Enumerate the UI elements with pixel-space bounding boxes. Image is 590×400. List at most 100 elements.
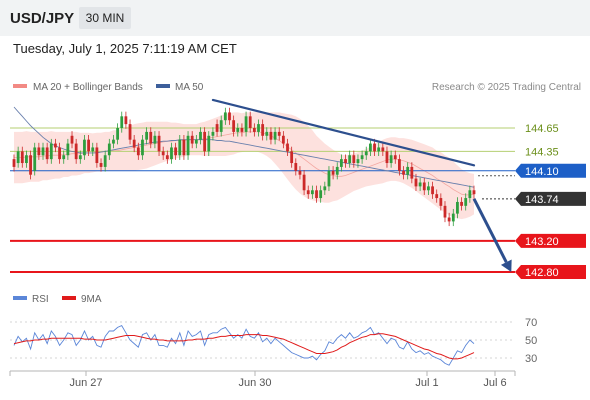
forecast-arrow-head <box>500 259 512 272</box>
ma50-line <box>13 106 475 188</box>
candle-body <box>257 124 260 132</box>
candle-body <box>393 155 397 160</box>
candle-body <box>199 131 202 140</box>
credit-text: Research © 2025 Trading Central <box>432 82 581 93</box>
rsi-tick-70: 70 <box>525 317 537 329</box>
candle-body <box>456 201 459 214</box>
candle-body <box>286 143 289 152</box>
candle-body <box>261 124 265 136</box>
level-label-box-143.20 <box>515 233 586 248</box>
candle-body <box>431 186 434 195</box>
candle-body <box>49 143 53 160</box>
candle-body <box>120 116 124 128</box>
candle-body <box>240 128 244 132</box>
candle-body <box>78 155 82 160</box>
candle-body <box>373 143 376 152</box>
candle-body <box>265 131 269 136</box>
candle-body <box>443 205 447 218</box>
candle-body <box>356 159 360 164</box>
candle-body <box>335 166 339 175</box>
candle-body <box>207 135 211 152</box>
candle-body <box>58 147 61 160</box>
ma50-legend-label: MA 50 <box>175 82 204 93</box>
candle-body <box>389 155 393 164</box>
candle-body <box>464 198 468 206</box>
rsi-tick-30: 30 <box>525 353 537 365</box>
candle-body <box>472 190 476 195</box>
candle-body <box>310 190 314 195</box>
bollinger-legend-swatch <box>13 84 27 88</box>
rsi-legend-label: RSI <box>32 294 49 305</box>
candle-body <box>447 217 451 222</box>
candle-body <box>20 151 24 164</box>
candle-body <box>290 151 294 164</box>
candle-body <box>190 135 194 144</box>
candle-body <box>269 131 273 140</box>
rsi-ma-legend-swatch <box>62 296 76 300</box>
candle-body <box>33 147 37 171</box>
chart-datetime: Tuesday, July 1, 2025 7:11:19 AM CET <box>13 41 237 56</box>
candle-body <box>194 139 198 144</box>
candle-body <box>37 147 41 156</box>
candle-body <box>153 135 157 144</box>
candle-body <box>95 147 99 164</box>
candle-body <box>368 143 372 152</box>
candle-body <box>83 139 86 156</box>
candle-body <box>219 120 223 132</box>
candle-body <box>161 151 165 156</box>
bollinger-legend-label: MA 20 + Bollinger Bands <box>33 82 143 93</box>
candle-body <box>298 170 302 175</box>
candle-body <box>116 128 120 140</box>
candle-body <box>165 155 169 160</box>
candle-body <box>236 128 240 132</box>
level-label-142.80: 142.80 <box>525 267 559 279</box>
x-tick-label: Jun 27 <box>69 377 102 389</box>
candles-group <box>12 107 476 227</box>
candle-body <box>319 190 323 199</box>
candle-body <box>223 112 227 121</box>
candle-body <box>141 139 144 156</box>
candle-body <box>12 159 16 167</box>
timeframe-button[interactable]: 30 MIN <box>79 7 131 29</box>
forecast-arrow-shaft <box>472 198 508 263</box>
candle-body <box>103 155 107 167</box>
candle-body <box>66 143 70 156</box>
x-tick-label: Jul 1 <box>415 377 438 389</box>
candle-body <box>460 201 463 206</box>
candle-body <box>178 139 182 156</box>
candle-body <box>327 170 331 187</box>
candle-body <box>215 124 219 132</box>
candle-body <box>377 147 381 152</box>
candle-body <box>232 120 236 132</box>
candle-body <box>435 194 439 199</box>
candle-body <box>385 151 389 164</box>
candle-body <box>132 139 136 148</box>
x-tick-label: Jun 30 <box>238 377 271 389</box>
candle-body <box>157 135 161 152</box>
rsi-ma-legend-label: 9MA <box>81 294 102 305</box>
candle-body <box>136 147 140 156</box>
candle-body <box>170 147 173 160</box>
candle-body <box>406 166 410 175</box>
candle-body <box>348 155 352 164</box>
level-label-box-143.74 <box>515 191 586 206</box>
candle-body <box>107 143 111 156</box>
candle-body <box>302 174 306 191</box>
candle-body <box>203 131 207 152</box>
candle-body <box>323 186 327 191</box>
level-label-144.35: 144.35 <box>525 146 559 158</box>
candle-body <box>352 155 356 164</box>
candle-body <box>331 170 335 175</box>
candle-body <box>228 112 231 121</box>
candle-body <box>252 128 256 132</box>
candle-body <box>294 163 298 171</box>
header-bar: USD/JPY 30 MIN <box>0 0 590 36</box>
ma50-legend-swatch <box>156 84 170 88</box>
candle-body <box>422 182 426 191</box>
candle-body <box>16 151 20 164</box>
candle-body <box>273 131 277 140</box>
candle-body <box>91 147 95 152</box>
candle-body <box>451 213 455 222</box>
